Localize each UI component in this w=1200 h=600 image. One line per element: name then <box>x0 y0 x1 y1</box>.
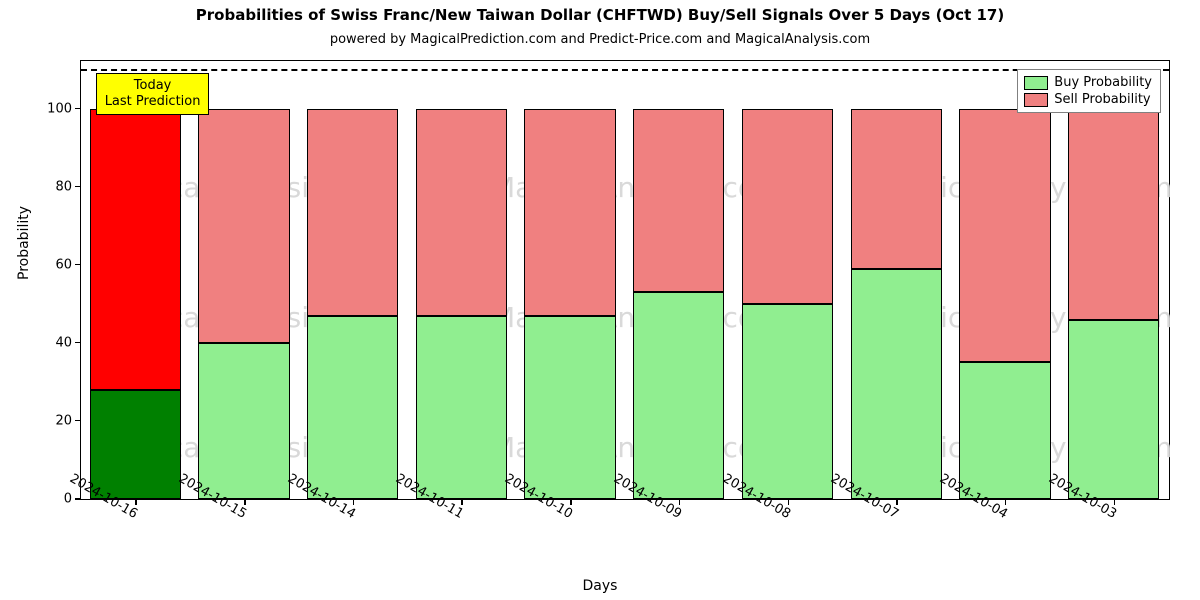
today-annotation: TodayLast Prediction <box>96 73 210 116</box>
bar-sell <box>307 109 398 316</box>
legend-label: Sell Probability <box>1054 92 1150 107</box>
x-tick <box>1114 499 1116 505</box>
y-tick <box>75 186 81 188</box>
legend: Buy Probability Sell Probability <box>1017 69 1161 113</box>
bar-sell <box>742 109 833 304</box>
y-tick-label: 60 <box>32 257 72 272</box>
bar-sell <box>851 109 942 269</box>
x-tick <box>570 499 572 505</box>
annotation-line: Last Prediction <box>105 94 201 110</box>
plot-area: MagicalAnalysis.comMagicalAnalysis.comMa… <box>80 60 1170 500</box>
bar-sell <box>416 109 507 316</box>
legend-swatch <box>1024 76 1048 90</box>
y-tick-label: 0 <box>32 492 72 507</box>
bar-group <box>959 62 1050 499</box>
y-tick-label: 80 <box>32 179 72 194</box>
bar-group <box>416 62 507 499</box>
bar-group <box>851 62 942 499</box>
y-tick-label: 100 <box>32 101 72 116</box>
y-tick <box>75 498 81 500</box>
bar-buy <box>742 304 833 499</box>
bar-sell <box>90 109 181 390</box>
bar-buy <box>851 269 942 499</box>
bar-buy <box>959 362 1050 499</box>
y-tick-label: 40 <box>32 335 72 350</box>
bar-sell <box>524 109 615 316</box>
x-tick <box>135 499 137 505</box>
legend-item: Buy Probability <box>1024 74 1152 91</box>
chart-subtitle: powered by MagicalPrediction.com and Pre… <box>0 32 1200 47</box>
bar-buy <box>524 316 615 499</box>
x-tick <box>353 499 355 505</box>
bar-group <box>742 62 833 499</box>
bar-group <box>1068 62 1159 499</box>
x-tick <box>461 499 463 505</box>
bar-sell <box>959 109 1050 363</box>
bar-buy <box>633 292 724 499</box>
x-tick <box>244 499 246 505</box>
y-tick <box>75 108 81 110</box>
bar-sell <box>198 109 289 343</box>
bar-buy <box>307 316 398 499</box>
y-tick <box>75 342 81 344</box>
annotation-line: Today <box>105 78 201 94</box>
bar-sell <box>633 109 724 292</box>
bar-buy <box>90 390 181 499</box>
y-tick <box>75 420 81 422</box>
x-tick <box>896 499 898 505</box>
bar-buy <box>416 316 507 499</box>
legend-swatch <box>1024 93 1048 107</box>
legend-label: Buy Probability <box>1054 75 1152 90</box>
bar-buy <box>198 343 289 499</box>
x-tick <box>679 499 681 505</box>
y-axis-label: Probability <box>16 206 32 280</box>
bar-group <box>524 62 615 499</box>
y-tick-label: 20 <box>32 413 72 428</box>
bar-group <box>307 62 398 499</box>
y-tick <box>75 264 81 266</box>
chart-title: Probabilities of Swiss Franc/New Taiwan … <box>0 6 1200 24</box>
x-axis-label: Days <box>0 578 1200 594</box>
legend-item: Sell Probability <box>1024 91 1152 108</box>
x-tick <box>788 499 790 505</box>
bar-group <box>198 62 289 499</box>
chart-container: Probabilities of Swiss Franc/New Taiwan … <box>0 0 1200 600</box>
bar-sell <box>1068 109 1159 320</box>
bar-group <box>90 62 181 499</box>
bar-group <box>633 62 724 499</box>
x-tick <box>1005 499 1007 505</box>
bar-buy <box>1068 320 1159 499</box>
